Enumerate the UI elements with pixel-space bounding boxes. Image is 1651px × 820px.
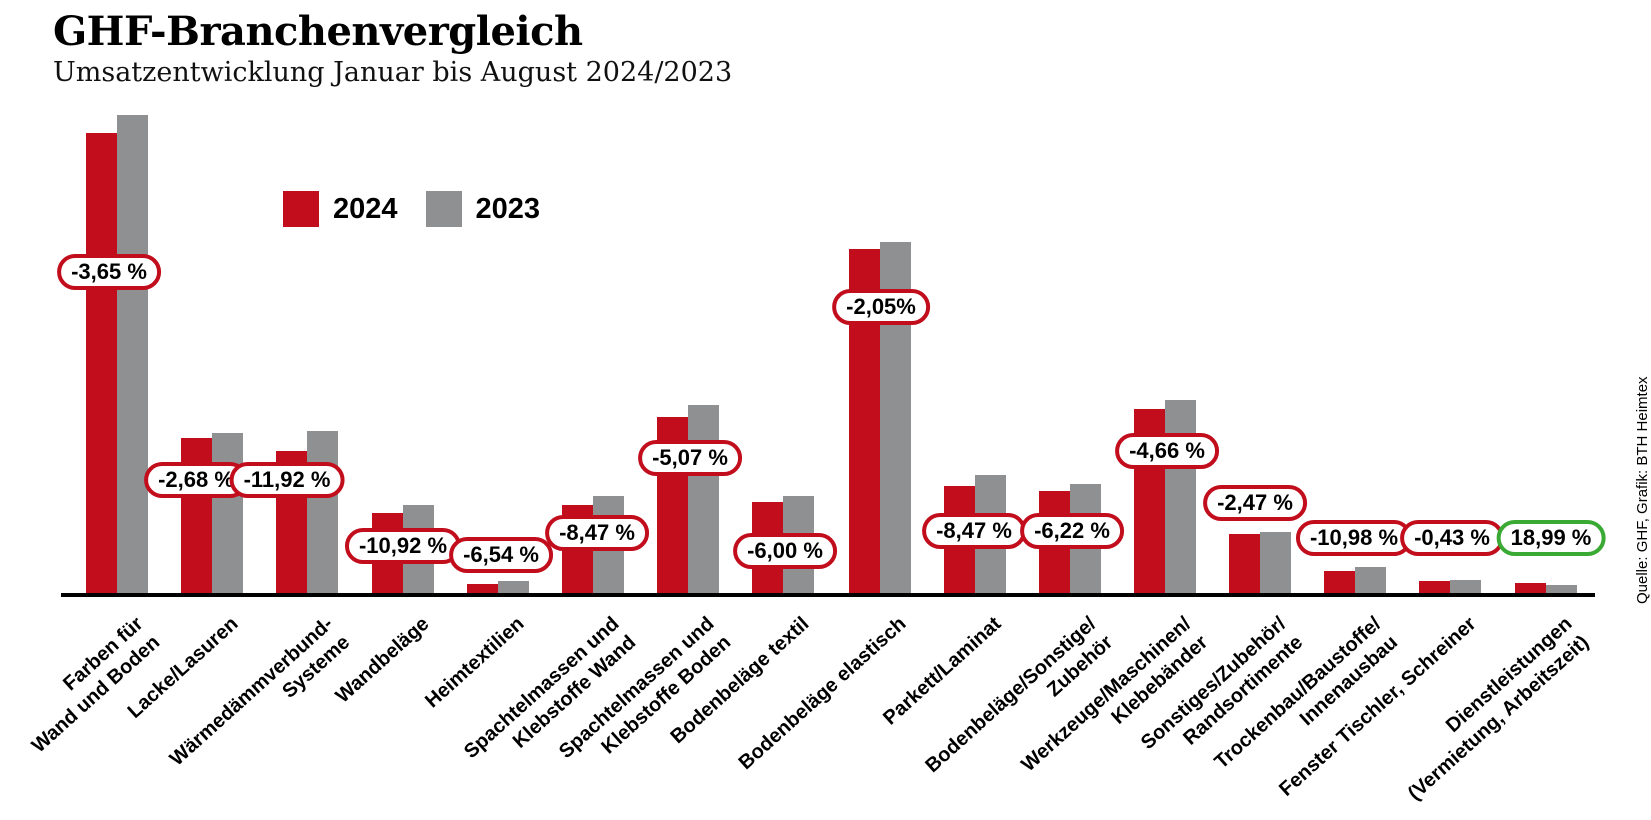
legend-swatch-2024-icon: [283, 191, 319, 227]
bar-2023: [1546, 585, 1577, 593]
value-badge: -4,66 %: [1115, 433, 1219, 469]
bar-2023: [1355, 567, 1386, 593]
value-badge: -6,22 %: [1020, 513, 1124, 549]
value-badge: -2,47 %: [1203, 485, 1307, 521]
bar-2024: [1324, 571, 1355, 593]
legend-item-2023: 2023: [425, 191, 541, 227]
value-badge: -10,92 %: [344, 528, 462, 564]
value-badge: -8,47 %: [545, 515, 649, 551]
legend-label-2024: 2024: [333, 192, 398, 225]
bar-2023: [1450, 580, 1481, 593]
value-badge: -6,00 %: [733, 533, 837, 569]
value-badge: -0,43 %: [1400, 520, 1504, 556]
value-badge: -2,68 %: [144, 462, 248, 498]
bar-2023: [1165, 400, 1196, 593]
legend: 2024 2023: [283, 191, 540, 227]
source-note: Quelle: GHF, Grafik: BTH Heimtex: [1634, 376, 1651, 604]
bar-2023: [688, 405, 719, 593]
bar-2024: [1229, 534, 1260, 593]
value-badge: -6,54 %: [449, 537, 553, 573]
bar-2024: [1515, 583, 1546, 593]
value-badge: -8,47 %: [922, 513, 1026, 549]
bar-2024: [467, 584, 498, 593]
value-badge: -11,92 %: [229, 462, 345, 498]
page-subtitle: Umsatzentwicklung Januar bis August 2024…: [53, 57, 733, 88]
legend-item-2024: 2024: [283, 191, 398, 227]
legend-label-2023: 2023: [475, 192, 541, 225]
legend-swatch-2023-icon: [425, 191, 462, 227]
bar-2024: [86, 133, 117, 593]
value-badge: -5,07 %: [638, 440, 742, 476]
page-title: GHF-Branchenvergleich: [53, 8, 583, 55]
x-axis-line: [61, 593, 1595, 597]
bar-2023: [212, 433, 243, 593]
value-badge: -3,65 %: [57, 254, 161, 290]
bar-2023: [498, 581, 529, 593]
bar-2023: [307, 431, 338, 593]
value-badge: -10,98 %: [1295, 520, 1413, 556]
value-badge: -2,05%: [832, 289, 930, 325]
bar-2024: [1419, 581, 1450, 593]
value-badge: 18,99 %: [1496, 520, 1606, 556]
bar-2023: [1260, 532, 1291, 593]
bar-2023: [117, 115, 148, 593]
